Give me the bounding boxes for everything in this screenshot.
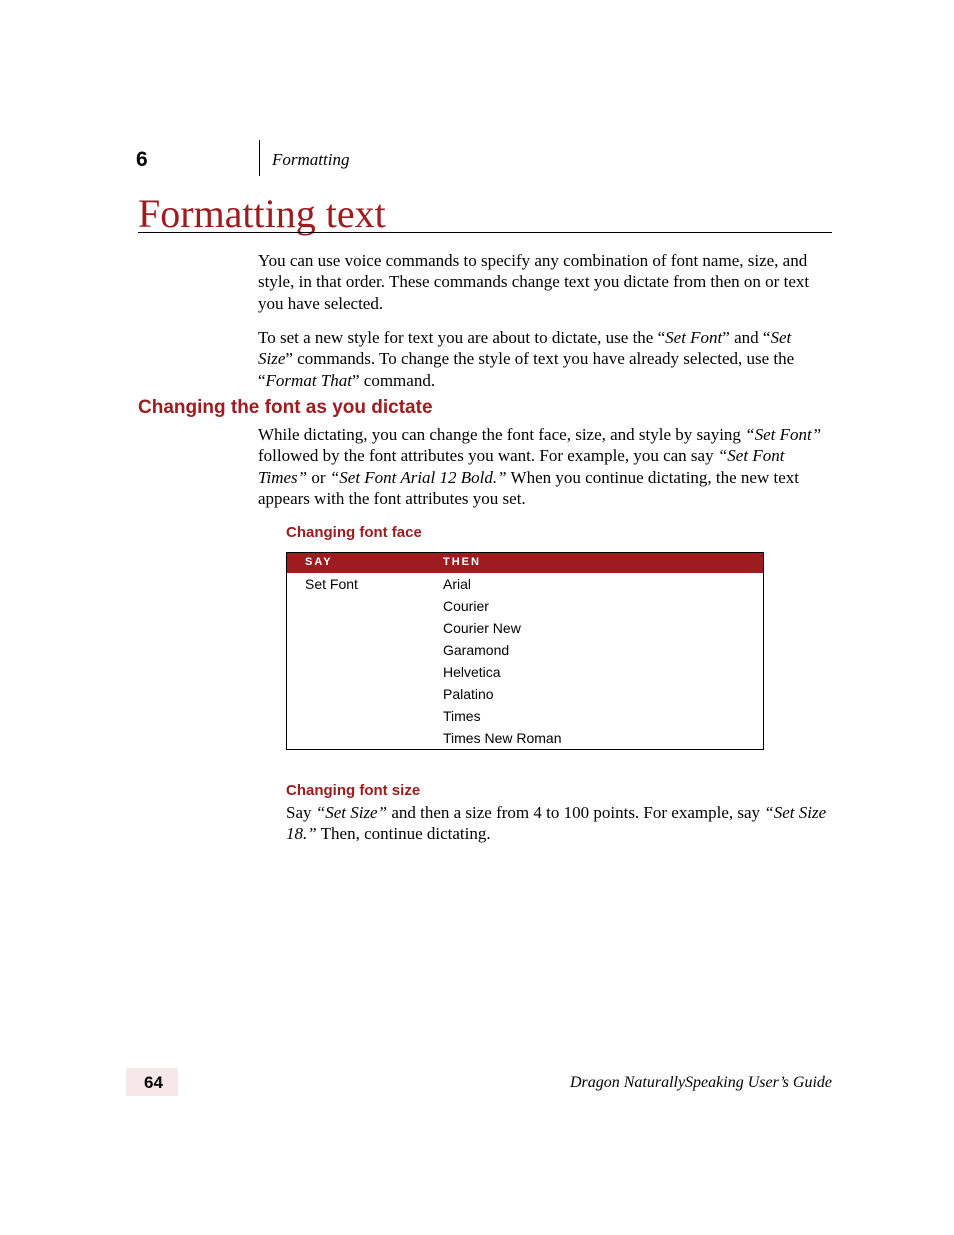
then-cell: Times New Roman [425, 727, 763, 749]
command-format-that: Format That [266, 371, 352, 390]
say-cell: Set Font [287, 573, 425, 595]
text: ” command. [352, 371, 435, 390]
text: or [307, 468, 330, 487]
guide-title: Dragon NaturallySpeaking User’s Guide [570, 1074, 832, 1092]
changing-font-size-paragraph: Say “Set Size” and then a size from 4 to… [286, 802, 830, 845]
subheading-changing-font-size: Changing font size [286, 782, 420, 799]
command-set-font: “Set Font” [745, 425, 821, 444]
title-rule [138, 232, 832, 233]
chapter-number: 6 [136, 148, 148, 172]
then-cell: Courier [425, 595, 763, 617]
command-set-font: Set Font [665, 328, 722, 347]
command-set-size: “Set Size” [316, 803, 387, 822]
text: While dictating, you can change the font… [258, 425, 745, 444]
table-row: Courier New [287, 617, 763, 639]
table-header-then: THEN [425, 553, 763, 573]
table-row: Palatino [287, 683, 763, 705]
then-cell: Arial [425, 573, 763, 595]
intro-paragraph-1: You can use voice commands to specify an… [258, 250, 830, 314]
then-cell: Times [425, 705, 763, 727]
header-divider [259, 140, 260, 176]
page-title: Formatting text [138, 190, 386, 237]
text: ” and “ [722, 328, 770, 347]
then-cell: Garamond [425, 639, 763, 661]
text: Then, continue dictating. [317, 824, 491, 843]
intro-paragraph-2: To set a new style for text you are abou… [258, 327, 830, 391]
text: Say [286, 803, 316, 822]
page-number: 64 [144, 1073, 163, 1093]
text: followed by the font attributes you want… [258, 446, 718, 465]
table-row: Set Font Arial [287, 573, 763, 595]
text: and then a size from 4 to 100 points. Fo… [387, 803, 764, 822]
then-cell: Helvetica [425, 661, 763, 683]
font-face-table: SAY THEN Set Font Arial Courier Courier … [286, 552, 764, 750]
table-row: Garamond [287, 639, 763, 661]
table-row: Times [287, 705, 763, 727]
then-cell: Courier New [425, 617, 763, 639]
changing-font-paragraph: While dictating, you can change the font… [258, 424, 830, 509]
table-row: Helvetica [287, 661, 763, 683]
table-header-row: SAY THEN [287, 553, 763, 573]
page: 6 Formatting Formatting text You can use… [0, 0, 954, 1235]
then-cell: Palatino [425, 683, 763, 705]
text: To set a new style for text you are abou… [258, 328, 665, 347]
table-row: Times New Roman [287, 727, 763, 749]
command-set-font-arial-bold: “Set Font Arial 12 Bold.” [330, 468, 507, 487]
subheading-changing-font-face: Changing font face [286, 524, 422, 541]
table-row: Courier [287, 595, 763, 617]
running-section-title: Formatting [272, 150, 349, 170]
section-heading-changing-font: Changing the font as you dictate [138, 397, 433, 419]
table-header-say: SAY [287, 553, 425, 573]
